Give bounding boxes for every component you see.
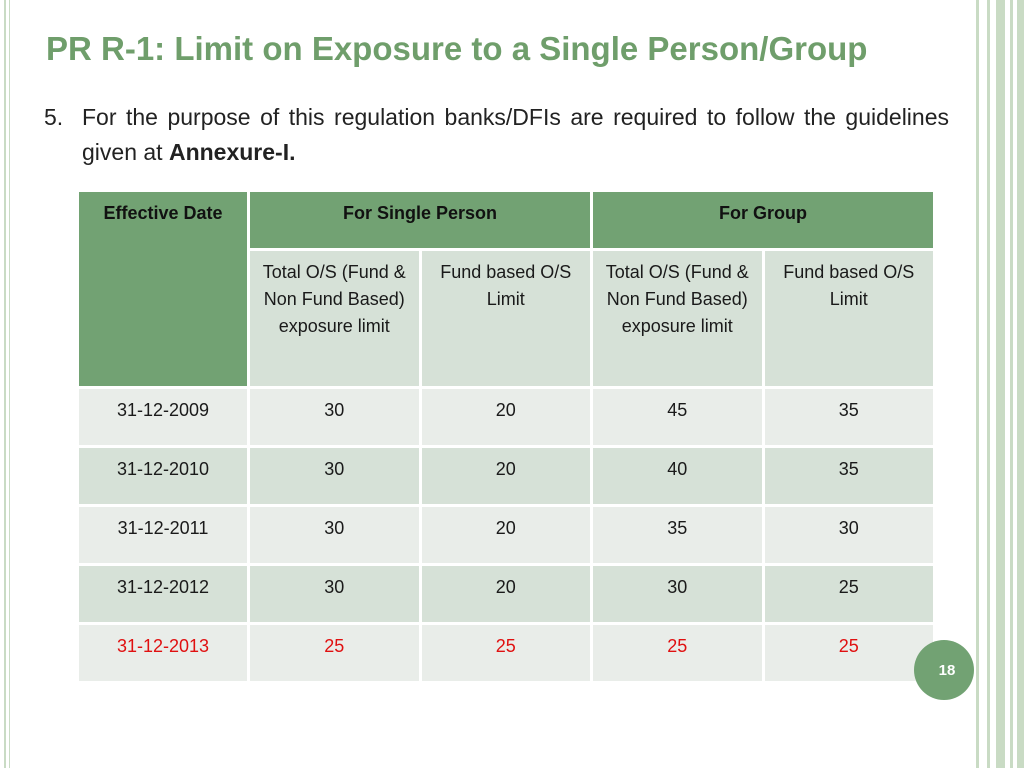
- cell-value: 20: [418, 386, 593, 448]
- point-text-lead: For the purpose of this regulation banks…: [82, 104, 949, 165]
- table-row: 31-12-2009 30 20 45 35: [76, 386, 936, 448]
- subheader-single-fund-based: Fund based O/S Limit: [418, 248, 593, 389]
- subheader-single-total: Total O/S (Fund & Non Fund Based) exposu…: [247, 248, 422, 389]
- cell-date: 31-12-2011: [76, 504, 250, 566]
- cell-value: 35: [761, 386, 936, 448]
- annexure-reference: Annexure-I.: [168, 139, 296, 165]
- left-frame-border: [0, 0, 10, 768]
- cell-value: 35: [590, 504, 765, 566]
- cell-value: 20: [418, 563, 593, 625]
- cell-value: 30: [247, 386, 422, 448]
- cell-value: 25: [418, 622, 593, 684]
- subheader-group-fund-based: Fund based O/S Limit: [761, 248, 936, 389]
- right-frame-stripes: [976, 0, 1024, 768]
- cell-value: 35: [761, 445, 936, 507]
- cell-date: 31-12-2013: [76, 622, 250, 684]
- table-row: 31-12-2011 30 20 35 30: [76, 504, 936, 566]
- header-group: For Group: [590, 189, 936, 251]
- slide-title: PR R-1: Limit on Exposure to a Single Pe…: [46, 30, 868, 67]
- cell-value: 40: [590, 445, 765, 507]
- cell-date: 31-12-2012: [76, 563, 250, 625]
- table-row: 31-12-2010 30 20 40 35: [76, 445, 936, 507]
- cell-value: 20: [418, 504, 593, 566]
- table-subheader-row: Total O/S (Fund & Non Fund Based) exposu…: [78, 248, 936, 389]
- header-effective-date: Effective Date: [76, 189, 250, 389]
- exposure-limits-table: Effective Date For Single Person For Gro…: [76, 189, 936, 684]
- cell-date: 31-12-2010: [76, 445, 250, 507]
- cell-value: 25: [247, 622, 422, 684]
- cell-date: 31-12-2009: [76, 386, 250, 448]
- page-number-badge: 18: [914, 640, 974, 700]
- cell-value: 30: [590, 563, 765, 625]
- table-row-highlighted: 31-12-2013 25 25 25 25: [76, 622, 936, 684]
- point-text: For the purpose of this regulation banks…: [82, 100, 949, 170]
- numbered-point: 5. For the purpose of this regulation ba…: [44, 100, 949, 170]
- cell-value: 30: [247, 445, 422, 507]
- table-header-row: Effective Date For Single Person For Gro…: [76, 189, 936, 389]
- subheader-group-total: Total O/S (Fund & Non Fund Based) exposu…: [590, 248, 765, 389]
- cell-value: 25: [590, 622, 765, 684]
- cell-value: 25: [761, 622, 936, 684]
- cell-value: 25: [761, 563, 936, 625]
- table-row: 31-12-2012 30 20 30 25: [76, 563, 936, 625]
- cell-value: 20: [418, 445, 593, 507]
- cell-value: 30: [247, 563, 422, 625]
- point-number: 5.: [44, 104, 64, 130]
- cell-value: 30: [247, 504, 422, 566]
- cell-value: 45: [590, 386, 765, 448]
- cell-value: 30: [761, 504, 936, 566]
- header-single-person: For Single Person: [247, 189, 593, 251]
